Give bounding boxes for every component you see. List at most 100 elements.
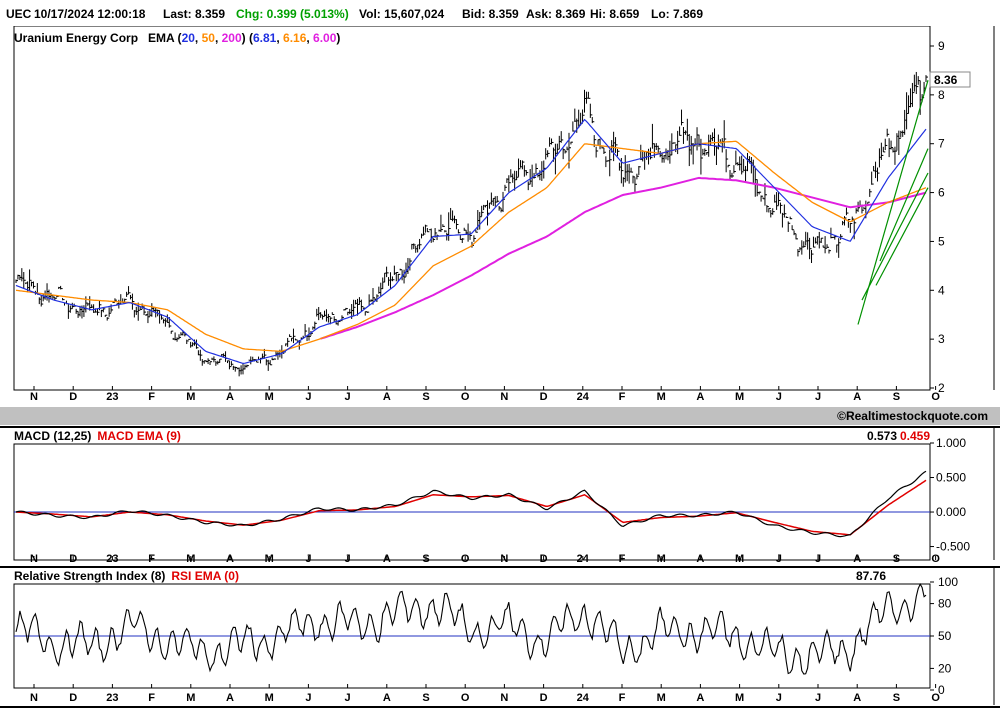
x-tick-label: A: [226, 391, 234, 403]
x-tick-label: 24: [577, 692, 590, 704]
ema-20-value: 6.81: [253, 31, 277, 45]
rsi-y-axis: 0 20 50 80 100: [930, 575, 958, 697]
price-y-tick-label: 5: [938, 234, 945, 248]
x-tick-label: M: [735, 553, 744, 565]
x-tick-label: O: [931, 553, 940, 565]
x-tick-label: M: [735, 692, 744, 704]
x-tick-label: S: [893, 391, 900, 403]
rsi-value: 87.76: [856, 569, 886, 583]
x-tick-label: M: [657, 391, 666, 403]
price-y-axis: 2 3 4 5 6 7 8 9: [930, 39, 945, 395]
macd-y-tick-label: -0.500: [936, 540, 970, 554]
ema-50-period: 50: [202, 31, 216, 45]
x-tick-label: A: [696, 553, 704, 565]
x-tick-label: N: [30, 692, 38, 704]
macd-signal-line: [15, 479, 927, 536]
x-tick-label: M: [657, 692, 666, 704]
x-tick-label: N: [500, 391, 508, 403]
x-tick-label: M: [186, 553, 195, 565]
datetime: 10/17/2024 12:00:18: [34, 7, 146, 21]
x-tick-label: D: [540, 553, 548, 565]
volume: Vol: 15,607,024: [359, 7, 445, 21]
rsi-line: [15, 582, 927, 675]
x-tick-label: J: [305, 553, 311, 565]
macd-label: MACD (12,25) MACD EMA (9): [14, 429, 181, 443]
x-tick-label: M: [265, 391, 274, 403]
x-tick-label: 23: [106, 553, 118, 565]
rsi-y-tick-label: 80: [938, 597, 952, 611]
x-tick-label: S: [893, 692, 900, 704]
x-tick-label: J: [345, 553, 351, 565]
price-y-tick-label: 4: [938, 283, 945, 297]
x-tick-label: 24: [577, 391, 590, 403]
rsi-x-axis: N D 23 F M A M J J A S O N D 24 F M A M J J A S O: [30, 684, 940, 704]
x-tick-label: D: [69, 692, 77, 704]
x-tick-label: N: [500, 553, 508, 565]
x-tick-label: M: [186, 692, 195, 704]
price-y-tick-label: 7: [938, 137, 945, 151]
x-tick-label: M: [265, 553, 274, 565]
price-y-tick-label: 2: [938, 381, 945, 395]
symbol: UEC: [6, 7, 32, 21]
x-tick-label: A: [383, 391, 391, 403]
x-tick-label: 24: [577, 553, 590, 565]
ema-50-value: 6.16: [283, 31, 307, 45]
macd-y-tick-label: 0.500: [936, 471, 966, 485]
channel-line: [879, 148, 929, 262]
channel-line: [875, 187, 929, 286]
macd-panel-frame: [13, 443, 931, 561]
x-tick-label: O: [461, 553, 470, 565]
x-tick-label: A: [696, 391, 704, 403]
x-tick-label: A: [853, 391, 861, 403]
channel-line: [857, 80, 929, 325]
price-x-axis: N D 23 F M A M J J A S O N D 24 F M A M J J A S O: [30, 386, 940, 403]
x-tick-label: S: [422, 391, 429, 403]
x-tick-label: M: [735, 391, 744, 403]
x-tick-label: N: [500, 692, 508, 704]
macd-line: [15, 470, 927, 538]
watermark: ©Realtimestockquote.com: [837, 409, 988, 423]
x-tick-label: F: [619, 391, 626, 403]
x-tick-label: J: [776, 553, 782, 565]
ema-20-period: 20: [182, 31, 196, 45]
last-price-tag-box: [929, 71, 971, 88]
rsi-y-tick-label: 20: [938, 661, 952, 675]
macd-ema-label: MACD EMA (9): [97, 429, 181, 443]
macd-y-axis: 1.000 0.500 0.000 -0.500: [930, 436, 970, 554]
price-bars: [15, 71, 928, 377]
rsi-y-tick-label: 0: [938, 683, 945, 697]
last-price-tag: 8.36: [934, 73, 958, 87]
x-tick-label: J: [776, 692, 782, 704]
macd-value: 0.573: [867, 429, 897, 443]
x-tick-label: D: [69, 553, 77, 565]
x-tick-label: J: [815, 391, 821, 403]
quote-header: UEC 10/17/2024 12:00:18 Last: 8.359 Chg:…: [0, 0, 1000, 26]
rsi-y-tick-label: 50: [938, 629, 952, 643]
ema-20-line: [15, 118, 927, 365]
x-tick-label: A: [383, 692, 391, 704]
x-tick-label: O: [931, 391, 940, 403]
x-tick-label: D: [540, 391, 548, 403]
x-tick-label: A: [853, 553, 861, 565]
x-tick-label: F: [619, 692, 626, 704]
macd-x-axis: N D 23 F M A M J J A S O N D 24 F M A M J J A S O: [30, 553, 940, 565]
x-tick-label: F: [148, 692, 155, 704]
x-tick-label: A: [853, 692, 861, 704]
x-tick-label: A: [696, 692, 704, 704]
rsi-label: Relative Strength Index (8) RSI EMA (0): [14, 569, 239, 583]
price-y-tick-label: 3: [938, 332, 945, 346]
x-tick-label: O: [931, 692, 940, 704]
x-tick-label: F: [148, 391, 155, 403]
x-tick-label: A: [383, 553, 391, 565]
x-tick-label: J: [776, 391, 782, 403]
x-tick-label: 23: [106, 391, 118, 403]
rsi-ema-label: RSI EMA (0): [171, 569, 239, 583]
ema-200-period: 200: [222, 31, 242, 45]
rsi-y-tick-label: 100: [938, 575, 958, 589]
high: Hi: 8.659: [590, 7, 640, 21]
ema-legend: EMA (20, 50, 200) (6.81, 6.16, 6.00): [148, 31, 340, 45]
x-tick-label: O: [461, 692, 470, 704]
x-tick-label: S: [893, 553, 900, 565]
x-tick-label: M: [657, 553, 666, 565]
